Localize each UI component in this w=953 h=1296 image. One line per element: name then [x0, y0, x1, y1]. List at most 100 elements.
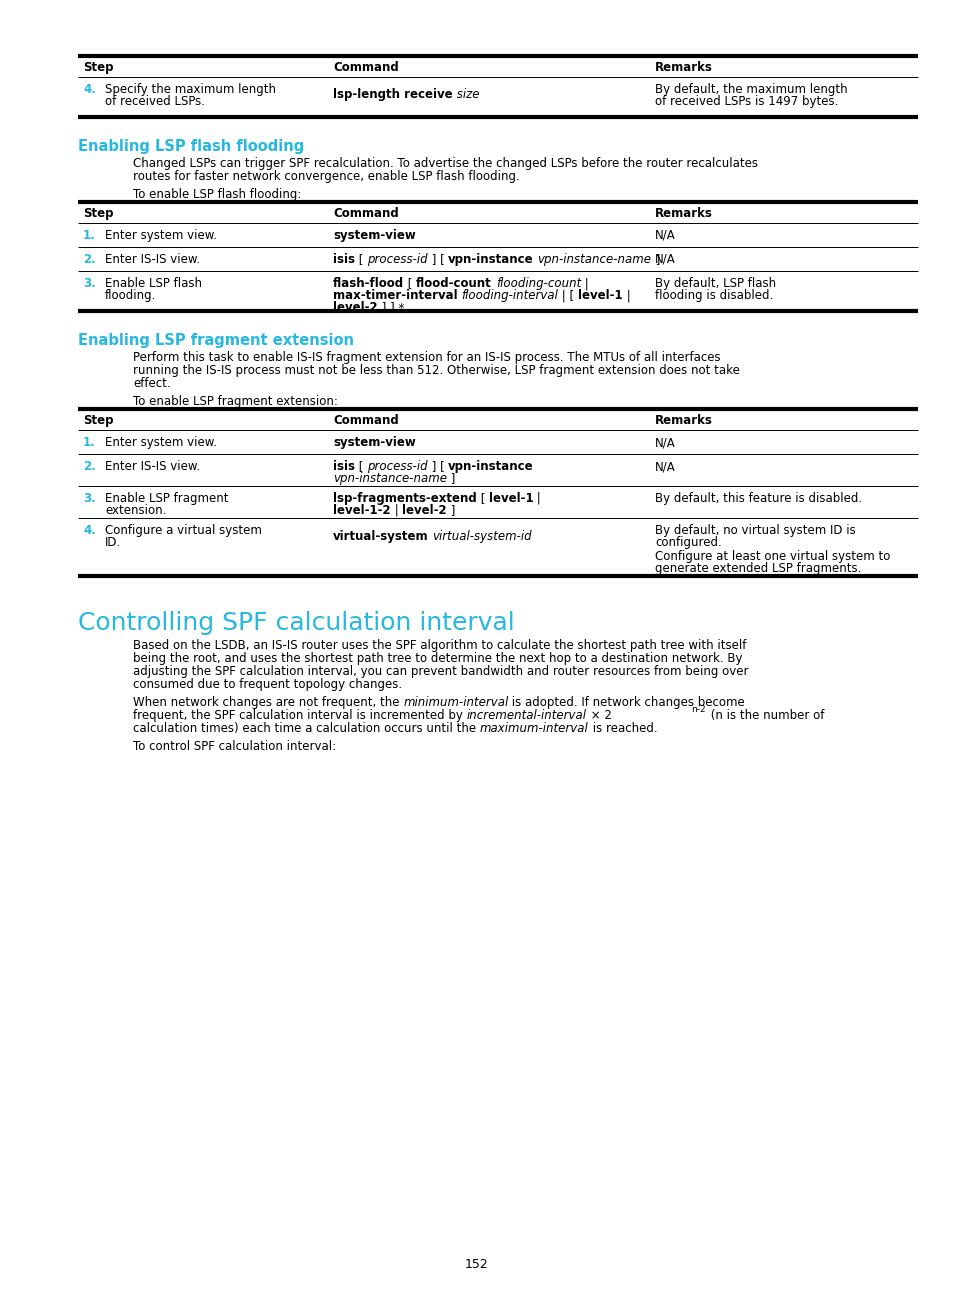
- Text: vpn-instance-name: vpn-instance-name: [537, 253, 651, 266]
- Text: consumed due to frequent topology changes.: consumed due to frequent topology change…: [132, 678, 402, 691]
- Text: Step: Step: [83, 207, 113, 220]
- Text: lsp-length receive: lsp-length receive: [333, 88, 452, 101]
- Text: flooding.: flooding.: [105, 289, 156, 302]
- Text: Configure a virtual system: Configure a virtual system: [105, 524, 262, 537]
- Text: [: [: [404, 277, 416, 290]
- Text: effect.: effect.: [132, 377, 171, 390]
- Text: [: [: [355, 253, 367, 266]
- Text: 2.: 2.: [83, 253, 95, 266]
- Text: ]: ]: [447, 472, 455, 485]
- Text: Enter system view.: Enter system view.: [105, 229, 216, 242]
- Text: 1.: 1.: [83, 229, 95, 242]
- Text: By default, this feature is disabled.: By default, this feature is disabled.: [655, 492, 862, 505]
- Text: flash-flood: flash-flood: [333, 277, 404, 290]
- Text: Enter IS-IS view.: Enter IS-IS view.: [105, 253, 200, 266]
- Text: To enable LSP fragment extension:: To enable LSP fragment extension:: [132, 395, 337, 408]
- Text: Based on the LSDB, an IS-IS router uses the SPF algorithm to calculate the short: Based on the LSDB, an IS-IS router uses …: [132, 639, 745, 652]
- Text: Remarks: Remarks: [655, 413, 712, 426]
- Text: N/A: N/A: [655, 229, 675, 242]
- Text: Configure at least one virtual system to: Configure at least one virtual system to: [655, 550, 889, 562]
- Text: vpn-instance-name: vpn-instance-name: [333, 472, 447, 485]
- Text: By default, the maximum length: By default, the maximum length: [655, 83, 846, 96]
- Text: | [: | [: [558, 289, 578, 302]
- Text: running the IS-IS process must not be less than 512. Otherwise, LSP fragment ext: running the IS-IS process must not be le…: [132, 364, 740, 377]
- Text: level-2: level-2: [402, 504, 446, 517]
- Text: 4.: 4.: [83, 83, 95, 96]
- Text: level-2: level-2: [333, 301, 377, 314]
- Text: system-view: system-view: [333, 229, 416, 242]
- Text: configured.: configured.: [655, 537, 721, 550]
- Text: flood-count: flood-count: [416, 277, 492, 290]
- Text: [: [: [355, 460, 367, 473]
- Text: × 2: × 2: [586, 709, 611, 722]
- Text: Enabling LSP fragment extension: Enabling LSP fragment extension: [78, 333, 354, 349]
- Text: isis: isis: [333, 253, 355, 266]
- Text: level-1: level-1: [488, 492, 533, 505]
- Text: flooding-count: flooding-count: [496, 277, 580, 290]
- Text: Command: Command: [333, 207, 398, 220]
- Text: adjusting the SPF calculation interval, you can prevent bandwidth and router res: adjusting the SPF calculation interval, …: [132, 665, 748, 678]
- Text: size: size: [452, 88, 478, 101]
- Text: To control SPF calculation interval:: To control SPF calculation interval:: [132, 740, 335, 753]
- Text: Changed LSPs can trigger SPF recalculation. To advertise the changed LSPs before: Changed LSPs can trigger SPF recalculati…: [132, 157, 758, 170]
- Text: is reached.: is reached.: [588, 722, 657, 735]
- Text: To enable LSP flash flooding:: To enable LSP flash flooding:: [132, 188, 301, 201]
- Text: Step: Step: [83, 61, 113, 74]
- Text: incremental-interval: incremental-interval: [466, 709, 586, 722]
- Text: ] [: ] [: [427, 253, 448, 266]
- Text: Enable LSP fragment: Enable LSP fragment: [105, 492, 229, 505]
- Text: N/A: N/A: [655, 460, 675, 473]
- Text: Command: Command: [333, 413, 398, 426]
- Text: minimum-interval: minimum-interval: [403, 696, 508, 709]
- Text: 2.: 2.: [83, 460, 95, 473]
- Text: Remarks: Remarks: [655, 61, 712, 74]
- Text: extension.: extension.: [105, 504, 166, 517]
- Text: virtual-system: virtual-system: [333, 530, 428, 543]
- Text: flooding is disabled.: flooding is disabled.: [655, 289, 773, 302]
- Text: 3.: 3.: [83, 277, 95, 290]
- Text: Controlling SPF calculation interval: Controlling SPF calculation interval: [78, 610, 515, 635]
- Text: Enable LSP flash: Enable LSP flash: [105, 277, 202, 290]
- Text: Remarks: Remarks: [655, 207, 712, 220]
- Text: max-timer-interval: max-timer-interval: [333, 289, 457, 302]
- Text: Specify the maximum length: Specify the maximum length: [105, 83, 275, 96]
- Text: frequent, the SPF calculation interval is incremented by: frequent, the SPF calculation interval i…: [132, 709, 466, 722]
- Text: Enter IS-IS view.: Enter IS-IS view.: [105, 460, 200, 473]
- Text: maximum-interval: maximum-interval: [479, 722, 588, 735]
- Text: 152: 152: [465, 1258, 488, 1271]
- Text: routes for faster network convergence, enable LSP flash flooding.: routes for faster network convergence, e…: [132, 170, 519, 183]
- Text: 1.: 1.: [83, 435, 95, 448]
- Text: n-2: n-2: [690, 705, 705, 714]
- Text: |: |: [622, 289, 630, 302]
- Text: |: |: [533, 492, 540, 505]
- Text: system-view: system-view: [333, 435, 416, 448]
- Text: N/A: N/A: [655, 253, 675, 266]
- Text: |: |: [580, 277, 588, 290]
- Text: generate extended LSP fragments.: generate extended LSP fragments.: [655, 562, 861, 575]
- Text: Perform this task to enable IS-IS fragment extension for an IS-IS process. The M: Perform this task to enable IS-IS fragme…: [132, 351, 720, 364]
- Text: (n is the number of: (n is the number of: [706, 709, 823, 722]
- Text: level-1-2: level-1-2: [333, 504, 390, 517]
- Text: ] ] *: ] ] *: [377, 301, 403, 314]
- Text: of received LSPs.: of received LSPs.: [105, 95, 205, 108]
- Text: flooding-interval: flooding-interval: [461, 289, 558, 302]
- Text: Command: Command: [333, 61, 398, 74]
- Text: vpn-instance: vpn-instance: [448, 253, 534, 266]
- Text: being the root, and uses the shortest path tree to determine the next hop to a d: being the root, and uses the shortest pa…: [132, 652, 741, 665]
- Text: level-1: level-1: [578, 289, 622, 302]
- Text: Step: Step: [83, 413, 113, 426]
- Text: isis: isis: [333, 460, 355, 473]
- Text: virtual-system-id: virtual-system-id: [432, 530, 532, 543]
- Text: [: [: [476, 492, 488, 505]
- Text: |: |: [390, 504, 402, 517]
- Text: 4.: 4.: [83, 524, 95, 537]
- Text: Enabling LSP flash flooding: Enabling LSP flash flooding: [78, 139, 304, 154]
- Text: ID.: ID.: [105, 537, 121, 550]
- Text: ]: ]: [446, 504, 455, 517]
- Text: When network changes are not frequent, the: When network changes are not frequent, t…: [132, 696, 403, 709]
- Text: vpn-instance: vpn-instance: [448, 460, 534, 473]
- Text: process-id: process-id: [367, 253, 427, 266]
- Text: N/A: N/A: [655, 435, 675, 448]
- Text: ]: ]: [651, 253, 659, 266]
- Text: Enter system view.: Enter system view.: [105, 435, 216, 448]
